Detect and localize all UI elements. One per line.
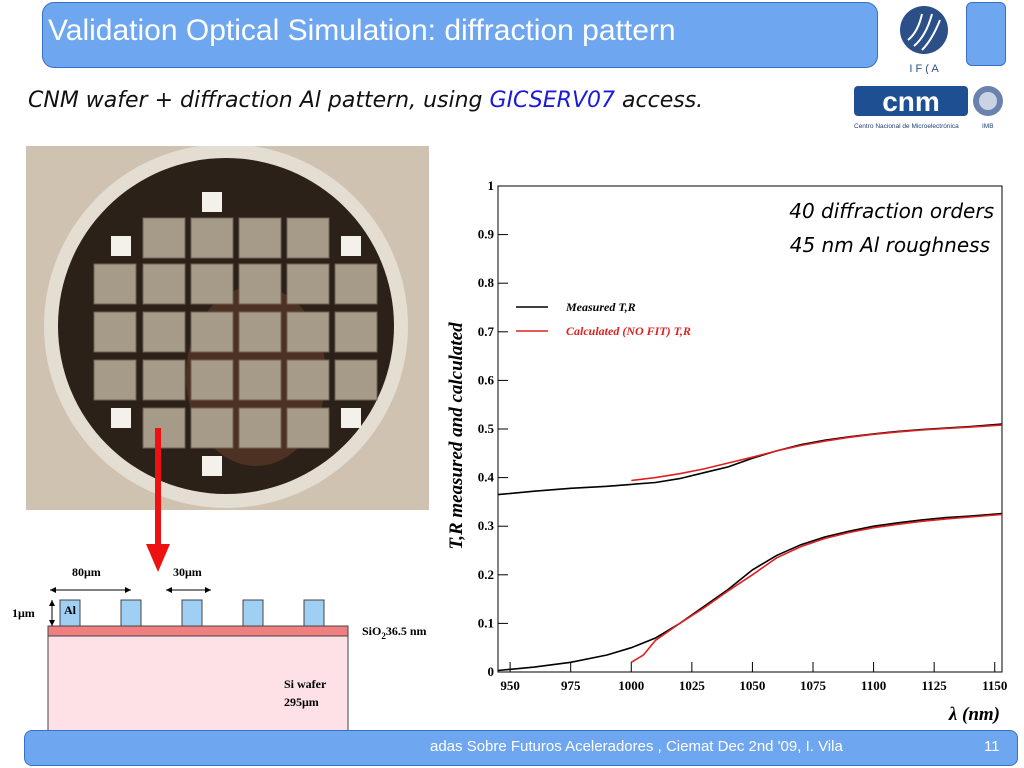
x-tick-label: 1075 (800, 678, 827, 693)
wafer-photo (26, 146, 429, 510)
plot-frame (497, 185, 1003, 673)
x-tick-label: 1000 (618, 678, 644, 693)
y-tick-label: 0.3 (478, 518, 495, 533)
y-tick-label: 0.5 (478, 421, 495, 436)
y-tick-label: 0.7 (478, 324, 495, 339)
slide-title: Validation Optical Simulation: diffracti… (48, 14, 676, 47)
series-group (497, 423, 1003, 672)
y-tick-label: 0.9 (478, 227, 495, 242)
y-tick-label: 0.4 (478, 470, 495, 485)
x-tick-label: 975 (561, 678, 581, 693)
ifca-logo-text: I F ( A (909, 63, 939, 74)
x-axis-label: λ (nm) (948, 704, 1000, 724)
footer-bar (24, 730, 1018, 766)
y-axis-ticks: 0 0.1 0.2 0.3 0.4 0.5 0.6 0.7 0.8 0.9 1 (478, 178, 508, 679)
label-1um: 1μm (12, 606, 35, 620)
label-295um: 295μm (284, 695, 319, 709)
subtitle: CNM wafer + diffraction Al pattern, usin… (28, 88, 703, 113)
y-axis-label: T,R measured and calculated (446, 322, 467, 550)
footer-text: adas Sobre Futuros Aceleradores , Ciemat… (430, 738, 843, 755)
x-tick-label: 1050 (739, 678, 765, 693)
y-tick-label: 1 (488, 178, 495, 193)
label-si-wafer: Si wafer (284, 677, 327, 691)
label-30um: 30μm (173, 565, 202, 579)
x-tick-label: 950 (500, 678, 519, 693)
y-tick-label: 0.1 (478, 615, 494, 630)
cnm-logo-text: cnm (882, 86, 940, 117)
legend-measured-label: Measured T,R (565, 300, 636, 314)
x-axis-ticks: 950 975 1000 1025 1050 1075 1100 1125 1150 (500, 662, 1007, 693)
annotation-line-2: 45 nm Al roughness (790, 233, 990, 257)
label-80um: 80μm (72, 565, 101, 579)
series-line-lower-calculated (630, 513, 1003, 663)
x-tick-label: 1025 (679, 678, 706, 693)
subtitle-suffix: access. (615, 88, 704, 113)
label-sio2: SiO236.5 nm (362, 624, 427, 641)
cnm-logo: cnm Centro Nacional de Microelectrónica … (854, 86, 1003, 130)
series-line-lower-measured (497, 512, 1003, 672)
pointer-arrow (146, 428, 170, 572)
subtitle-prefix: CNM wafer + diffraction Al pattern, usin… (28, 88, 490, 113)
ifca-logo: I F ( A (900, 6, 948, 74)
subtitle-highlight: GICSERV07 (489, 88, 616, 113)
al-strips (59, 599, 325, 627)
series-line-upper-calculated (631, 424, 1003, 482)
cnm-logo-small: IMB (982, 123, 994, 130)
title-bar (42, 2, 878, 68)
diffraction-chart: 950 975 1000 1025 1050 1075 1100 1125 1150 00.10… (446, 178, 1007, 724)
cnm-logo-caption: Centro Nacional de Microelectrónica (854, 123, 959, 130)
legend-calculated-label: Calculated (NO FIT) T,R (566, 324, 691, 338)
y-tick-label: 0.6 (478, 372, 495, 387)
y-tick-label: 0 (488, 664, 495, 679)
y-tick-label: 0.8 (478, 275, 495, 290)
x-tick-label: 1100 (861, 678, 886, 693)
label-al: Al (64, 603, 77, 617)
annotation-line-1: 40 diffraction orders (789, 199, 994, 223)
legend: Measured T,R Calculated (NO FIT) T,R (516, 300, 691, 338)
y-tick-label: 0.2 (478, 567, 494, 582)
page-number: 11 (984, 738, 1000, 755)
x-tick-label: 1150 (982, 678, 1007, 693)
sio2-layer (47, 625, 349, 637)
x-tick-label: 1125 (922, 678, 948, 693)
side-box (966, 2, 1006, 66)
